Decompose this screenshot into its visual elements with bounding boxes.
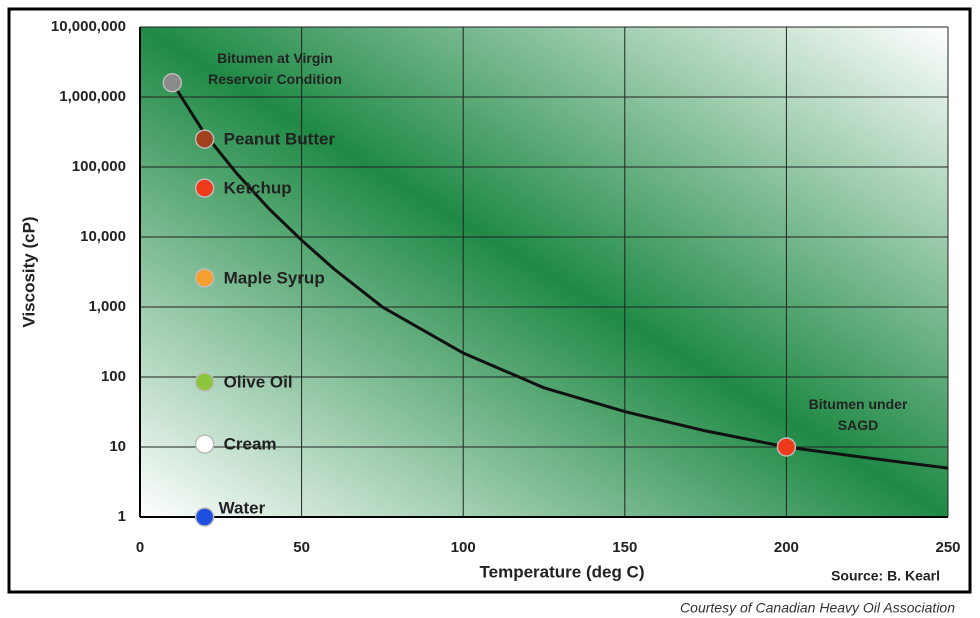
x-tick-label: 0 [136,539,144,556]
y-axis-title: Viscosity (cP) [19,216,38,327]
point [194,372,215,392]
x-tick-label: 150 [612,539,637,556]
point [194,268,215,288]
x-tick-label: 50 [293,539,310,556]
x-tick-label: 250 [935,539,960,556]
point-label: Bitumen at Virgin Reservoir Condition [208,50,342,87]
source: Source: B. Kearl [831,568,940,584]
plot-area [140,27,948,517]
point [162,72,183,93]
x-tick-label: 100 [451,539,476,556]
x-axis-title: Temperature (deg C) [480,562,645,581]
point [194,129,215,149]
point-label: Bitumen under SAGD [809,396,908,433]
y-tick-label: 10 [109,438,126,455]
point-label: Cream [224,435,277,454]
y-tick-label: 1,000 [88,298,126,315]
y-tick-label: 10,000,000 [51,18,126,35]
point [776,437,797,457]
caption: Courtesy of Canadian Heavy Oil Associati… [680,600,955,616]
point-label: Olive Oil [224,372,293,391]
y-tick-label: 1 [118,508,126,525]
y-tick-label: 100,000 [72,158,126,175]
point-label: Maple Syrup [224,268,325,287]
viscosity-curve [171,81,949,470]
point [194,434,215,454]
point-label: Ketchup [224,179,292,198]
point-label: Peanut Butter [224,130,336,149]
y-tick-label: 1,000,000 [59,88,126,105]
point-label: Water [219,498,266,517]
y-tick-label: 100 [101,368,126,385]
point [194,178,215,198]
x-tick-label: 200 [774,539,799,556]
y-tick-label: 10,000 [80,228,126,245]
point [194,507,215,527]
